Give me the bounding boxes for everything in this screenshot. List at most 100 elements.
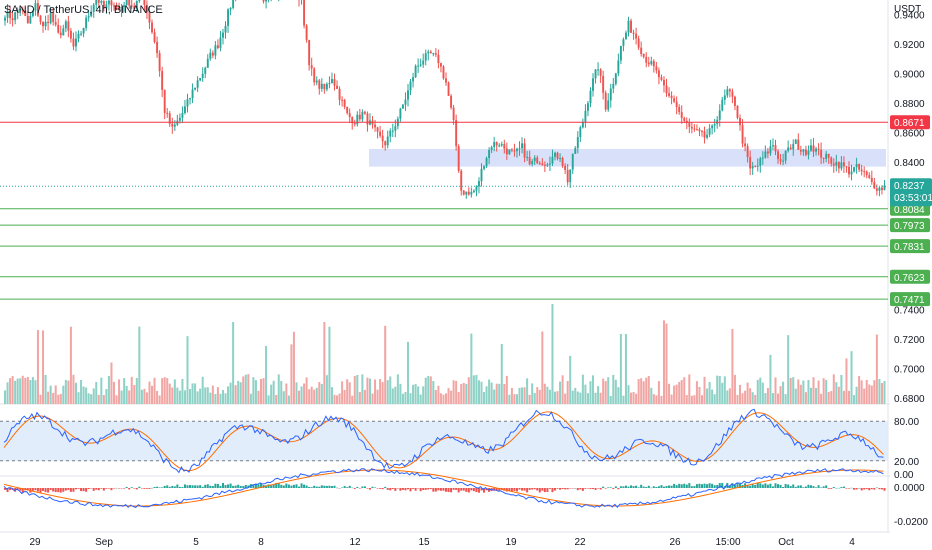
macd-histogram-bar — [424, 488, 427, 490]
macd-histogram-bar — [716, 484, 719, 488]
volume-bar — [589, 381, 592, 404]
candle — [635, 33, 638, 39]
macd-histogram-bar — [275, 482, 278, 488]
volume-bar — [556, 391, 559, 404]
candle — [589, 90, 592, 104]
candle — [47, 21, 50, 24]
volume-bar — [718, 376, 721, 404]
macd-histogram-bar — [336, 487, 339, 489]
volume-bar — [194, 383, 197, 404]
volume-bar — [422, 386, 425, 404]
volume-bar — [586, 393, 589, 404]
candle — [533, 157, 536, 162]
macd-histogram-bar — [161, 487, 164, 488]
macd-histogram-bar — [252, 484, 255, 488]
candle — [262, 0, 265, 2]
macd-histogram-bar — [462, 488, 465, 491]
volume-bar — [414, 384, 417, 404]
volume-bar — [493, 389, 496, 404]
volume-bar — [363, 389, 366, 404]
volume-bar — [660, 395, 663, 404]
candle — [21, 8, 24, 11]
volume-bar — [693, 395, 696, 404]
candle — [166, 112, 169, 114]
volume-bar — [59, 393, 62, 404]
macd-histogram-bar — [16, 488, 19, 490]
level-tag — [890, 239, 930, 254]
macd-histogram-bar — [49, 488, 52, 490]
candle — [670, 95, 673, 99]
macd-histogram-bar — [870, 488, 873, 490]
macd-tick: 0.0000 — [894, 483, 925, 494]
candle — [766, 151, 769, 154]
macd-histogram-bar — [445, 488, 448, 492]
volume-bar — [57, 394, 60, 404]
volume-bar — [130, 376, 133, 404]
macd-histogram-bar — [683, 483, 686, 488]
candle — [201, 73, 204, 78]
candle — [630, 20, 632, 33]
macd-histogram-bar — [64, 488, 67, 491]
volume-bar — [26, 376, 29, 404]
volume-bar — [237, 380, 240, 404]
candle — [386, 136, 389, 146]
volume-bar — [812, 377, 815, 404]
current-price-label: 0.8237 — [894, 181, 925, 192]
macd-histogram-bar — [358, 488, 361, 489]
macd-histogram-bar — [837, 487, 840, 489]
macd-histogram-bar — [559, 488, 562, 490]
candle — [526, 156, 529, 158]
volume-bar — [708, 381, 711, 404]
volume-bar — [842, 390, 845, 404]
macd-histogram-bar — [688, 483, 691, 488]
macd-histogram-bar — [298, 486, 301, 488]
candle — [153, 32, 156, 42]
macd-histogram-bar — [589, 488, 592, 490]
candle — [531, 161, 534, 165]
volume-bar — [379, 379, 382, 404]
macd-histogram-bar — [825, 485, 828, 488]
volume-bar — [518, 387, 521, 404]
candle — [123, 5, 126, 8]
candle — [87, 16, 90, 18]
macd-histogram-bar — [34, 488, 37, 491]
countdown-label: 03:53:01 — [894, 193, 932, 204]
volume-bar — [270, 384, 273, 404]
level-tag — [890, 218, 930, 233]
candle — [323, 83, 326, 90]
volume-bar — [290, 344, 293, 404]
candle — [4, 17, 6, 21]
candle — [439, 63, 442, 67]
volume-bar — [437, 385, 440, 404]
macd-histogram-bar — [609, 487, 612, 488]
candle — [384, 141, 387, 146]
volume-bar — [794, 388, 797, 404]
volume-bar — [95, 381, 98, 404]
macd-histogram-bar — [92, 488, 95, 491]
volume-bar — [495, 383, 498, 404]
price-tick: 0.7200 — [894, 335, 925, 346]
macd-histogram-bar — [163, 485, 166, 488]
candle — [417, 65, 420, 67]
volume-bar — [6, 382, 9, 404]
candle — [211, 52, 214, 56]
candle — [9, 11, 12, 19]
volume-bar — [690, 395, 693, 404]
volume-bar — [432, 380, 435, 404]
candle — [151, 22, 153, 33]
volume-bar — [303, 383, 306, 404]
candle — [143, 0, 146, 5]
level-label: 0.7973 — [894, 221, 925, 232]
macd-histogram-bar — [69, 488, 72, 492]
candle — [561, 158, 564, 166]
macd-histogram-bar — [234, 485, 237, 488]
macd-histogram-bar — [280, 484, 283, 488]
volume-bar — [320, 384, 323, 404]
macd-histogram-bar — [419, 488, 422, 492]
macd-histogram-bar — [614, 486, 617, 488]
level-label: 0.8671 — [894, 118, 925, 129]
macd-histogram-bar — [110, 488, 113, 491]
macd-histogram-bar — [799, 485, 802, 488]
